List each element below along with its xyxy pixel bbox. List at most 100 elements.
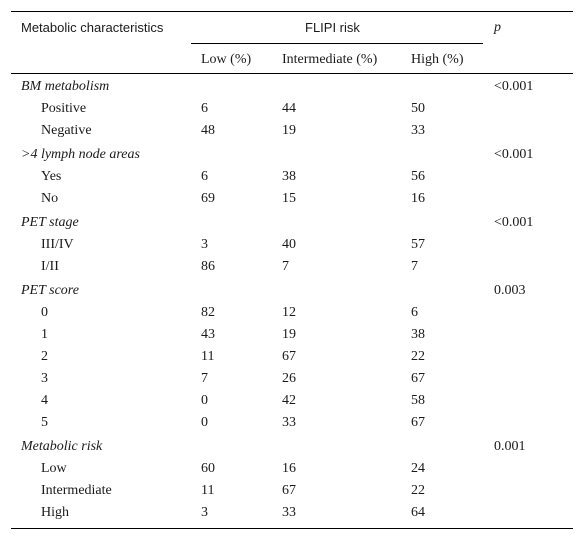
- table-header-rule: [11, 73, 573, 74]
- table-row: 2 11 67 22: [11, 346, 573, 368]
- low-percent: 7: [201, 371, 208, 386]
- table-row: I/II 86 7 7: [11, 256, 573, 278]
- header-metabolic-characteristics: Metabolic characteristics: [21, 20, 164, 35]
- high-percent: 57: [411, 237, 425, 252]
- high-percent: 22: [411, 483, 425, 498]
- row-label: Intermediate: [41, 483, 112, 498]
- intermediate-percent: 44: [282, 101, 296, 116]
- section-row: PET stage <0.001: [11, 212, 573, 234]
- row-label: No: [41, 191, 59, 206]
- row-label: Low: [41, 461, 67, 476]
- header-p-value: p: [494, 20, 501, 35]
- high-percent: 6: [411, 305, 418, 320]
- intermediate-percent: 40: [282, 237, 296, 252]
- row-label: III/IV: [41, 237, 74, 252]
- intermediate-percent: 33: [282, 415, 296, 430]
- low-percent: 86: [201, 259, 215, 274]
- header-intermediate: Intermediate (%): [282, 52, 378, 67]
- section-label: BM metabolism: [21, 79, 110, 94]
- header-low: Low (%): [201, 52, 252, 67]
- high-percent: 67: [411, 415, 425, 430]
- section-label: Metabolic risk: [21, 439, 103, 454]
- low-percent: 0: [201, 393, 208, 408]
- header-flipi-risk: FLIPI risk: [305, 20, 360, 35]
- table-row: No 69 15 16: [11, 188, 573, 210]
- row-label: 3: [41, 371, 48, 386]
- table-row: Negative 48 19 33: [11, 120, 573, 142]
- table-top-rule: [11, 11, 573, 12]
- low-percent: 60: [201, 461, 215, 476]
- section-row: >4 lymph node areas <0.001: [11, 144, 573, 166]
- intermediate-percent: 67: [282, 349, 296, 364]
- p-value: <0.001: [494, 147, 534, 162]
- intermediate-percent: 42: [282, 393, 296, 408]
- intermediate-percent: 19: [282, 123, 296, 138]
- section-row: PET score 0.003: [11, 280, 573, 302]
- table-row: Low 60 16 24: [11, 458, 573, 480]
- low-percent: 3: [201, 505, 208, 520]
- section-label: PET stage: [21, 215, 79, 230]
- low-percent: 82: [201, 305, 215, 320]
- intermediate-percent: 7: [282, 259, 289, 274]
- table-row: Yes 6 38 56: [11, 166, 573, 188]
- row-label: I/II: [41, 259, 59, 274]
- row-label: Positive: [41, 101, 87, 116]
- table-row: 0 82 12 6: [11, 302, 573, 324]
- p-value: <0.001: [494, 79, 534, 94]
- high-percent: 67: [411, 371, 425, 386]
- high-percent: 64: [411, 505, 425, 520]
- table-row: 5 0 33 67: [11, 412, 573, 434]
- high-percent: 38: [411, 327, 425, 342]
- table-row: 3 7 26 67: [11, 368, 573, 390]
- low-percent: 11: [201, 483, 215, 498]
- intermediate-percent: 33: [282, 505, 296, 520]
- table-row: III/IV 3 40 57: [11, 234, 573, 256]
- low-percent: 48: [201, 123, 215, 138]
- p-value: 0.001: [494, 439, 526, 454]
- low-percent: 11: [201, 349, 215, 364]
- intermediate-percent: 19: [282, 327, 296, 342]
- high-percent: 58: [411, 393, 425, 408]
- row-label: 1: [41, 327, 48, 342]
- row-label: Negative: [41, 123, 92, 138]
- low-percent: 6: [201, 169, 208, 184]
- p-value: 0.003: [494, 283, 526, 298]
- intermediate-percent: 67: [282, 483, 296, 498]
- low-percent: 3: [201, 237, 208, 252]
- section-label: >4 lymph node areas: [21, 147, 140, 162]
- high-percent: 33: [411, 123, 425, 138]
- low-percent: 6: [201, 101, 208, 116]
- section-row: Metabolic risk 0.001: [11, 436, 573, 458]
- section-row: BM metabolism <0.001: [11, 76, 573, 98]
- row-label: 4: [41, 393, 48, 408]
- flipi-group-underline: [191, 43, 483, 44]
- intermediate-percent: 26: [282, 371, 296, 386]
- table-row: Intermediate 11 67 22: [11, 480, 573, 502]
- intermediate-percent: 15: [282, 191, 296, 206]
- table-row: High 3 33 64: [11, 502, 573, 524]
- low-percent: 0: [201, 415, 208, 430]
- high-percent: 50: [411, 101, 425, 116]
- high-percent: 24: [411, 461, 425, 476]
- high-percent: 22: [411, 349, 425, 364]
- row-label: 5: [41, 415, 48, 430]
- intermediate-percent: 38: [282, 169, 296, 184]
- table-row: Positive 6 44 50: [11, 98, 573, 120]
- row-label: Yes: [41, 169, 62, 184]
- low-percent: 69: [201, 191, 215, 206]
- p-value: <0.001: [494, 215, 534, 230]
- row-label: High: [41, 505, 69, 520]
- table-row: 1 43 19 38: [11, 324, 573, 346]
- row-label: 0: [41, 305, 48, 320]
- row-label: 2: [41, 349, 48, 364]
- table-bottom-rule: [11, 528, 573, 529]
- table-row: 4 0 42 58: [11, 390, 573, 412]
- intermediate-percent: 12: [282, 305, 296, 320]
- low-percent: 43: [201, 327, 215, 342]
- high-percent: 16: [411, 191, 425, 206]
- section-label: PET score: [21, 283, 79, 298]
- high-percent: 56: [411, 169, 425, 184]
- intermediate-percent: 16: [282, 461, 296, 476]
- high-percent: 7: [411, 259, 418, 274]
- header-high: High (%): [411, 52, 464, 67]
